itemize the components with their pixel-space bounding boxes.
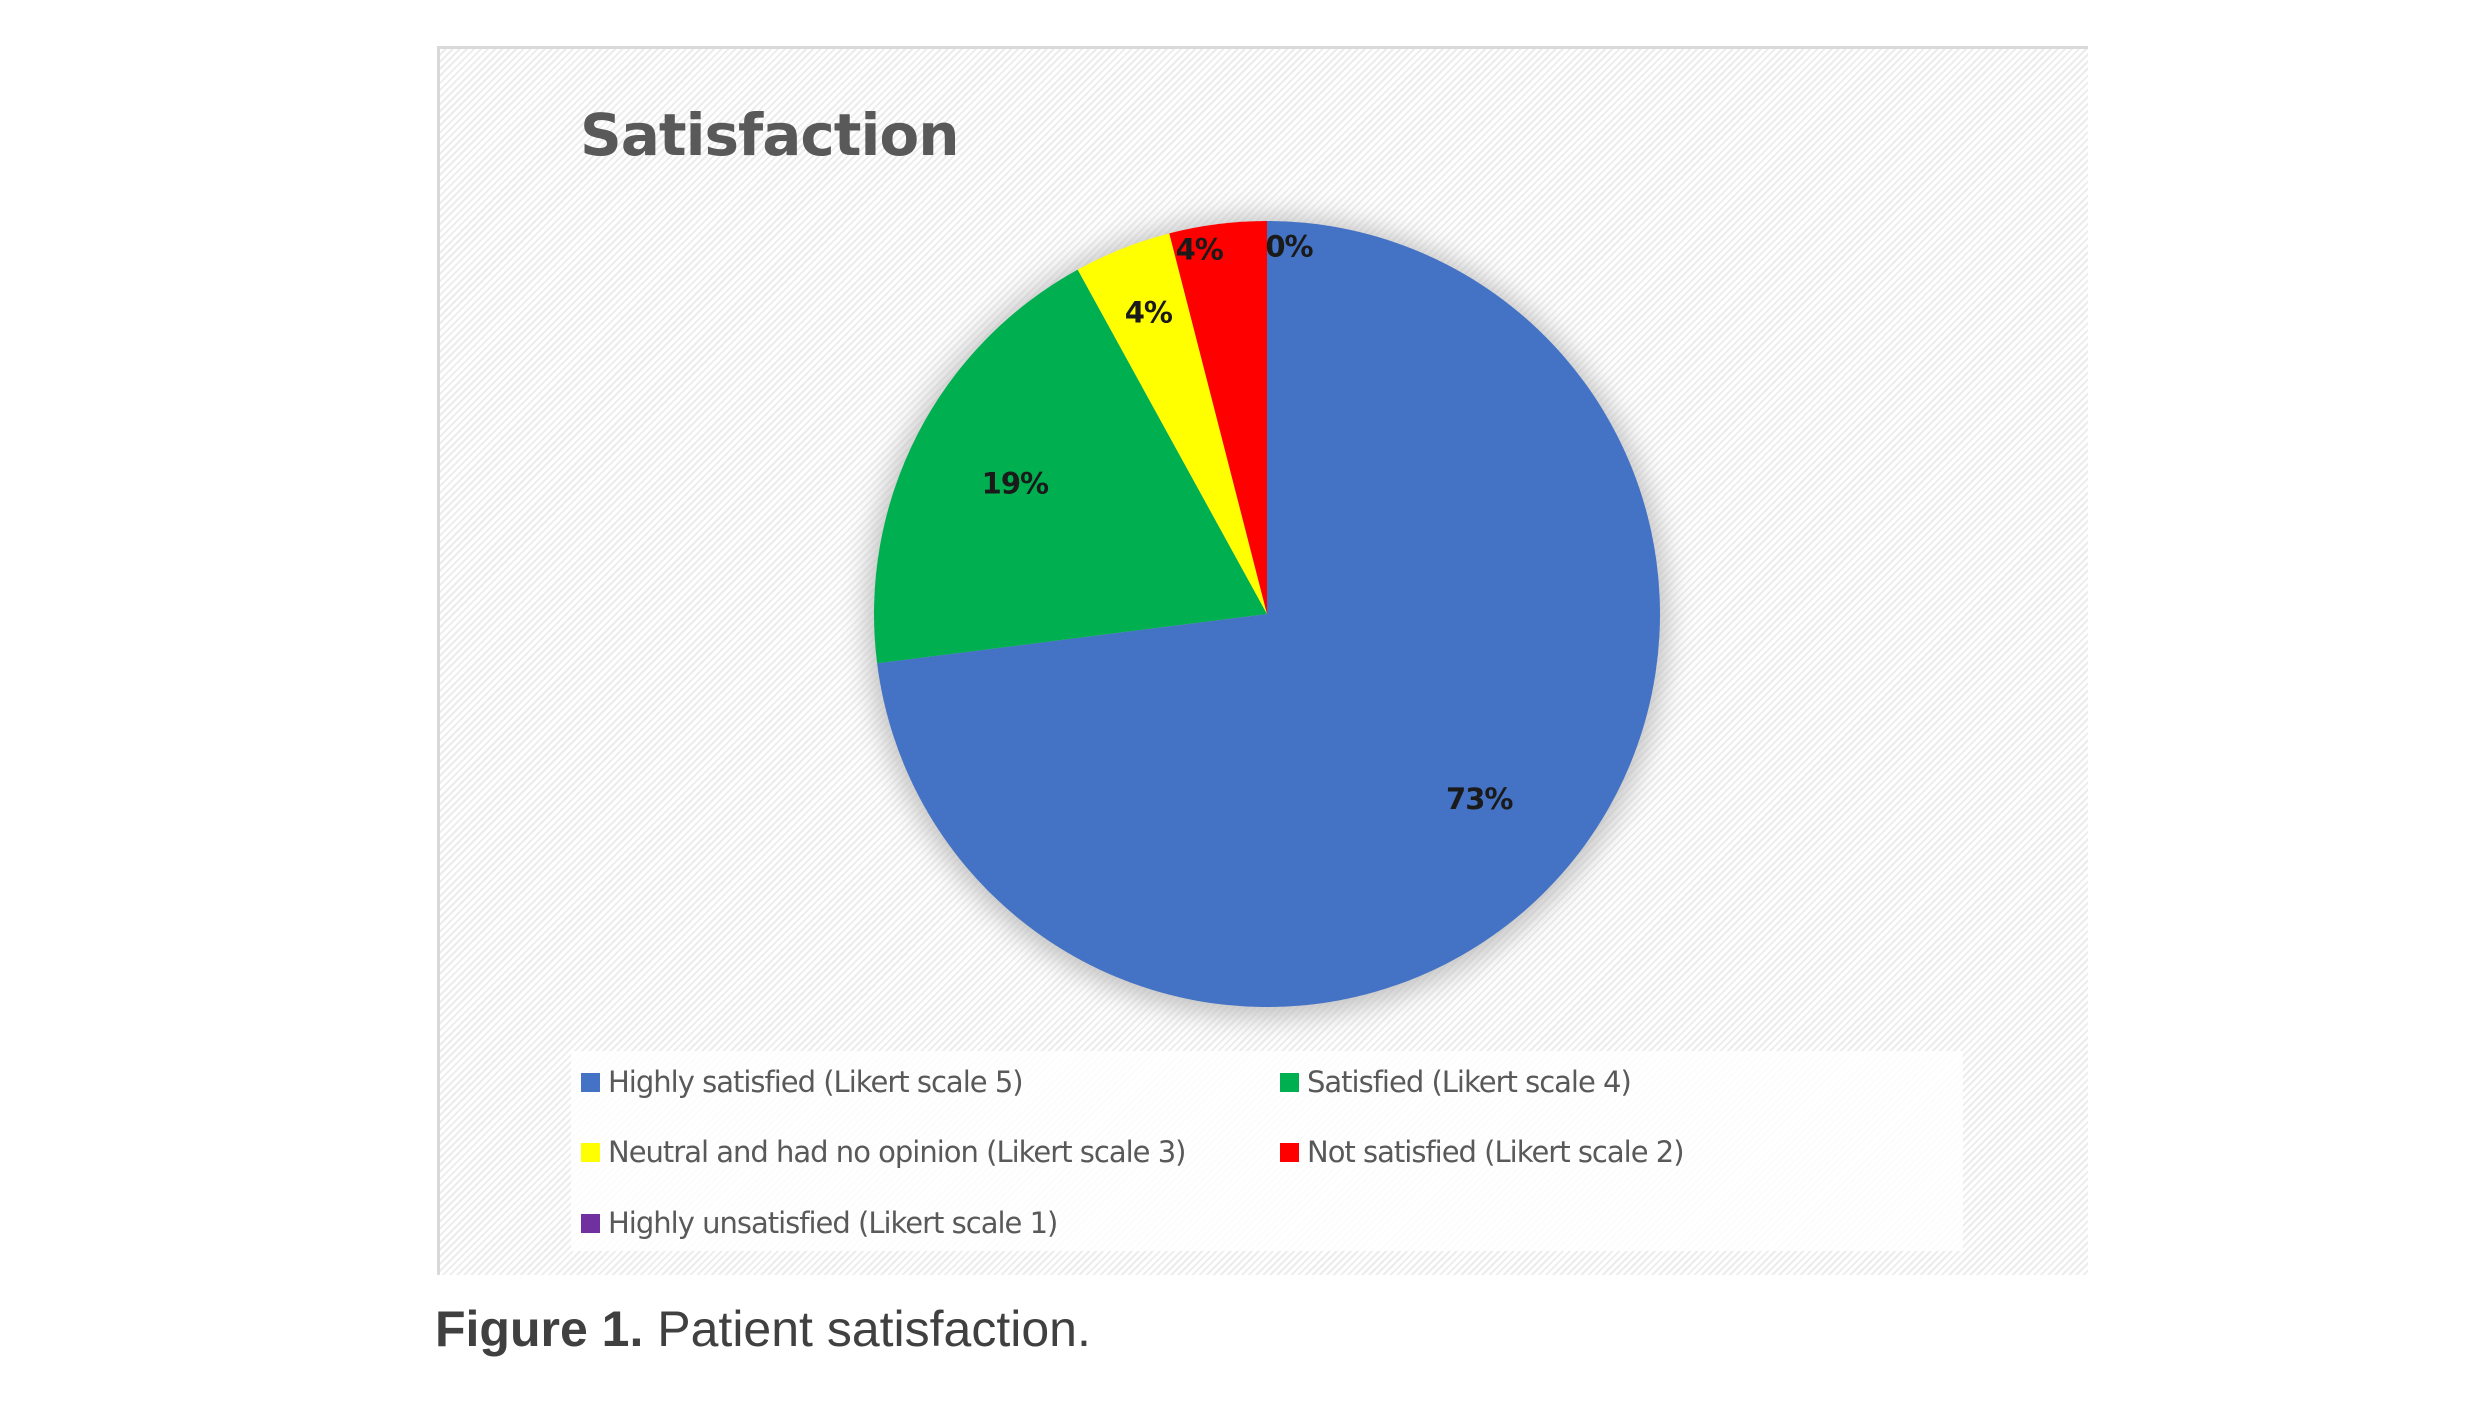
legend-item: Not satisfied (Likert scale 2) — [1280, 1135, 1685, 1169]
data-label: 4% — [1176, 232, 1224, 266]
legend: Highly satisfied (Likert scale 5) Satisf… — [571, 1051, 1963, 1251]
pie-chart: 73% 19% 4%4% 0% — [867, 217, 1667, 1017]
pie-slice — [877, 221, 1660, 1007]
data-label: 4% — [1125, 295, 1173, 329]
chart-title: Satisfaction — [580, 101, 960, 169]
legend-item: Highly satisfied (Likert scale 5) — [581, 1065, 1024, 1099]
pie-slice — [1077, 233, 1267, 615]
data-label: 19% — [982, 467, 1049, 501]
legend-item: Neutral and had no opinion (Likert scale… — [581, 1135, 1186, 1169]
legend-item: Satisfied (Likert scale 4) — [1280, 1065, 1632, 1099]
legend-swatch — [1280, 1072, 1299, 1092]
data-label: 0% — [1265, 230, 1313, 264]
pie-slice — [1169, 221, 1267, 614]
legend-swatch — [1280, 1142, 1299, 1162]
pie-slice — [874, 269, 1267, 664]
legend-swatch — [581, 1213, 600, 1233]
chart-area: Satisfaction 73% 19% 4% 4% 0% Highly satisfi… — [437, 46, 2088, 1275]
data-label: 73% — [1446, 782, 1513, 816]
legend-swatch — [581, 1142, 600, 1162]
legend-item: Highly unsatisfied (Likert scale 1) — [581, 1206, 1058, 1240]
figure-caption: Figure 1. Patient satisfaction. — [435, 1300, 1091, 1358]
caption-label: Figure 1. — [435, 1301, 644, 1357]
caption-text: Patient satisfaction. — [643, 1301, 1091, 1357]
legend-swatch — [581, 1072, 600, 1092]
